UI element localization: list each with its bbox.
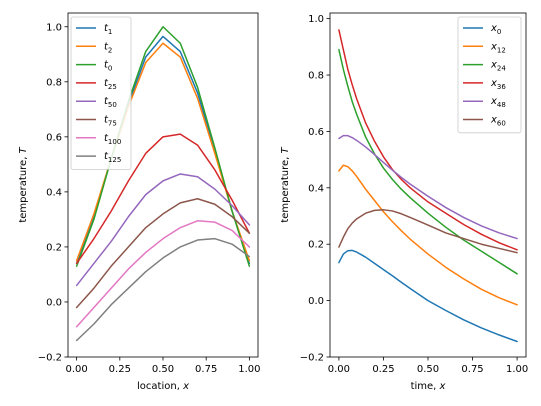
series-lines — [338, 29, 518, 343]
legend-label: t25 — [104, 78, 117, 91]
legend-label: x60 — [490, 115, 506, 128]
series-line-t-0 — [75, 26, 251, 267]
legend-label: t125 — [104, 151, 121, 164]
legend-label: t75 — [104, 115, 117, 128]
legend: t1 t2 t0 t25 t50 t75 t100 t125 — [70, 16, 132, 170]
y-tick-label: −0.2 — [38, 353, 62, 364]
series-line-t-25 — [75, 133, 251, 265]
series-line-x-60 — [338, 209, 518, 254]
series-line-t-100 — [75, 220, 251, 328]
y-tick-label: 0.8 — [46, 77, 62, 88]
legend-box — [457, 16, 522, 134]
legend: x0 x12 x24 x36 x48 x60 — [457, 16, 522, 134]
legend-label: t100 — [104, 133, 121, 146]
y-axis-label: temperature, T — [18, 146, 29, 222]
legend-box — [70, 16, 132, 170]
x-axis-label: time, x — [411, 381, 446, 392]
x-tick-label: 0.75 — [461, 364, 483, 375]
series-line-t-125 — [75, 237, 251, 342]
series-line-t-50 — [75, 173, 251, 287]
legend-label: t1 — [104, 23, 112, 36]
y-tick-label: 1.0 — [308, 14, 324, 25]
right-chart-panel: 0.00 0.25 0.50 0.75 1.00 −0.2 0.0 0.2 0.4 0.6 0.8 1… — [280, 12, 528, 392]
series-line-x-48 — [338, 134, 518, 240]
legend-label: x36 — [490, 78, 506, 91]
y-tick-label: 0.0 — [46, 297, 62, 308]
x-axis-label: location, x — [137, 381, 189, 392]
y-tick-label: 0.4 — [308, 183, 324, 194]
y-tick-label: 0.0 — [308, 296, 324, 307]
x-tick-label: 0.00 — [66, 364, 88, 375]
y-tick-label: −0.2 — [300, 353, 324, 364]
legend-label: x48 — [490, 96, 506, 109]
legend-label: t0 — [104, 60, 112, 73]
legend-label: t2 — [104, 41, 112, 54]
left-chart-panel: 0.00 0.25 0.50 0.75 1.00 −0.2 0.0 0.2 0.4 0.6 0.8 1… — [18, 12, 260, 392]
legend-label: t50 — [104, 96, 117, 109]
y-axis-label: temperature, T — [280, 146, 291, 222]
legend-label: x24 — [490, 60, 506, 73]
y-tick-label: 1.0 — [46, 22, 62, 33]
x-tick-label: 0.00 — [328, 364, 350, 375]
series-line-x-12 — [338, 164, 518, 306]
x-tick-label: 0.50 — [152, 364, 174, 375]
x-tick-label: 1.00 — [506, 364, 528, 375]
x-tick-label: 0.25 — [372, 364, 394, 375]
y-tick-label: 0.4 — [46, 187, 62, 198]
y-tick-label: 0.2 — [46, 242, 62, 253]
x-tick-label: 0.75 — [195, 364, 217, 375]
series-line-x-0 — [338, 249, 518, 343]
y-tick-label: 0.6 — [308, 127, 324, 138]
x-tick-label: 0.25 — [109, 364, 131, 375]
y-tick-label: 0.6 — [46, 132, 62, 143]
y-tick-label: 0.8 — [308, 71, 324, 82]
x-tick-label: 1.00 — [238, 364, 260, 375]
y-tick-label: 0.2 — [308, 240, 324, 251]
x-tick-label: 0.50 — [417, 364, 439, 375]
legend-label: x0 — [490, 23, 501, 36]
series-line-x-24 — [338, 48, 518, 275]
legend-label: x12 — [490, 41, 506, 54]
series-line-t-75 — [75, 198, 251, 309]
series-lines — [75, 26, 251, 342]
